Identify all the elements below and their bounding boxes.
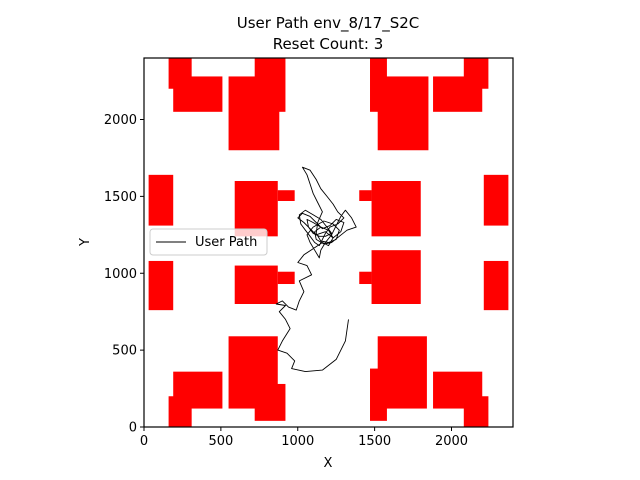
x-axis-label: X bbox=[324, 456, 333, 471]
obstacle-23 bbox=[168, 396, 192, 427]
obstacle-17 bbox=[371, 250, 421, 304]
obstacle-5 bbox=[377, 76, 429, 151]
x-tick-label-0: 0 bbox=[140, 434, 148, 449]
y-tick-label-1000: 1000 bbox=[104, 267, 137, 282]
legend-box bbox=[149, 228, 268, 256]
plot-frame bbox=[143, 57, 514, 428]
obstacle-9 bbox=[234, 181, 278, 237]
chart-title: User Path env_8/17_S2C bbox=[237, 14, 420, 33]
obstacle-7 bbox=[463, 58, 489, 89]
x-tick-label-500: 500 bbox=[208, 434, 233, 449]
chart-subtitle: Reset Count: 3 bbox=[273, 35, 384, 53]
obstacle-21 bbox=[254, 383, 286, 421]
obstacle-11 bbox=[234, 265, 278, 304]
obstacle-3 bbox=[254, 58, 286, 112]
path-layer bbox=[275, 166, 357, 373]
x-tick-label-1000: 1000 bbox=[281, 434, 314, 449]
y-tick-label-2000: 2000 bbox=[104, 113, 137, 128]
y-axis-label: Y bbox=[78, 238, 93, 247]
x-tick-label-1500: 1500 bbox=[358, 434, 391, 449]
y-ticks: 0 500 1000 1500 2000 bbox=[104, 113, 144, 436]
obstacle-25 bbox=[377, 336, 427, 409]
obstacle-8 bbox=[148, 174, 174, 226]
obstacles-layer bbox=[148, 58, 509, 427]
x-ticks: 0 500 1000 1500 2000 bbox=[140, 427, 468, 449]
legend-label-user-path: User Path bbox=[195, 235, 257, 250]
obstacle-1 bbox=[173, 76, 223, 112]
obstacle-27 bbox=[463, 396, 489, 427]
legend: User Path bbox=[149, 228, 268, 256]
obstacle-19 bbox=[483, 260, 509, 311]
y-tick-label-500: 500 bbox=[112, 344, 137, 359]
obstacle-12 bbox=[277, 271, 295, 285]
obstacle-15 bbox=[371, 181, 421, 237]
x-tick-label-2000: 2000 bbox=[435, 434, 468, 449]
y-tick-label-0: 0 bbox=[129, 421, 137, 436]
obstacle-18 bbox=[483, 174, 509, 226]
y-tick-label-1500: 1500 bbox=[104, 190, 137, 205]
obstacle-14 bbox=[359, 190, 372, 201]
obstacle-16 bbox=[359, 271, 372, 285]
obstacle-13 bbox=[148, 260, 174, 311]
series-line-user-path bbox=[275, 166, 357, 373]
obstacle-10 bbox=[277, 190, 295, 201]
